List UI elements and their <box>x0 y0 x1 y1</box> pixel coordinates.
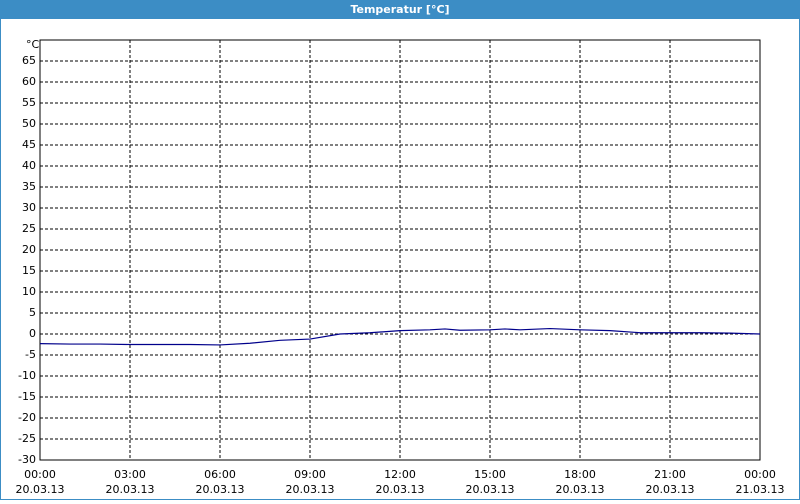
x-tick-date: 20.03.13 <box>16 483 65 496</box>
x-tick-date: 20.03.13 <box>376 483 425 496</box>
x-tick-label: 21:00 <box>654 468 686 481</box>
x-tick-date: 21.03.13 <box>736 483 785 496</box>
y-tick-label: 0 <box>29 327 36 340</box>
y-tick-label: 50 <box>22 117 36 130</box>
x-tick-label: 00:00 <box>744 468 776 481</box>
x-tick-label: 03:00 <box>114 468 146 481</box>
x-tick-date: 20.03.13 <box>646 483 695 496</box>
y-tick-label: -5 <box>25 348 36 361</box>
x-tick-label: 18:00 <box>564 468 596 481</box>
y-tick-label: -30 <box>18 453 36 466</box>
y-tick-label: 5 <box>29 306 36 319</box>
x-tick-label: 06:00 <box>204 468 236 481</box>
y-tick-label: 25 <box>22 222 36 235</box>
x-tick-date: 20.03.13 <box>286 483 335 496</box>
y-tick-label: 15 <box>22 264 36 277</box>
x-tick-label: 09:00 <box>294 468 326 481</box>
x-tick-date: 20.03.13 <box>106 483 155 496</box>
title-bar <box>0 0 800 19</box>
data-line <box>39 327 761 346</box>
y-tick-label: 30 <box>22 201 36 214</box>
y-tick-label: 10 <box>22 285 36 298</box>
x-tick-date: 20.03.13 <box>556 483 605 496</box>
y-tick-label: 65 <box>22 54 36 67</box>
x-tick-label: 00:00 <box>24 468 56 481</box>
x-tick-date: 20.03.13 <box>196 483 245 496</box>
y-tick-label: 35 <box>22 180 36 193</box>
plot-border <box>39 39 761 461</box>
window-title: Temperatur [°C] <box>350 3 449 16</box>
y-tick-label: -10 <box>18 369 36 382</box>
x-tick-label: 15:00 <box>474 468 506 481</box>
x-tick-date: 20.03.13 <box>466 483 515 496</box>
y-tick-label: 20 <box>22 243 36 256</box>
y-tick-label: -20 <box>18 411 36 424</box>
y-tick-label: 60 <box>22 75 36 88</box>
y-unit: °C <box>26 38 40 51</box>
y-tick-label: -15 <box>18 390 36 403</box>
y-tick-label: 55 <box>22 96 36 109</box>
y-tick-label: -25 <box>18 432 36 445</box>
y-tick-label: 45 <box>22 138 36 151</box>
x-tick-label: 12:00 <box>384 468 416 481</box>
y-tick-label: 40 <box>22 159 36 172</box>
